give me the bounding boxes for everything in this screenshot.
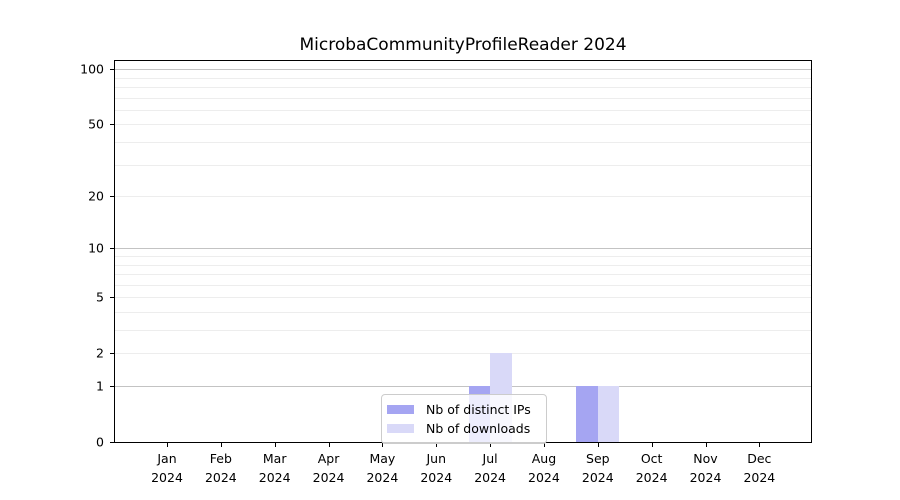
x-tick-year: 2024 — [581, 469, 614, 485]
x-tick-label: Sep 2024 — [582, 450, 614, 488]
gridline-minor — [115, 353, 811, 355]
bar-distinct-ips — [576, 386, 598, 442]
gridline-minor — [115, 109, 811, 111]
gridline-minor — [115, 164, 811, 166]
x-tick-month: Nov — [693, 451, 718, 466]
x-tick-mark — [651, 443, 653, 447]
x-tick-label: May 2024 — [366, 450, 398, 488]
x-tick-month: Aug — [531, 451, 557, 466]
gridline-major — [115, 69, 811, 71]
gridline-major — [115, 248, 811, 250]
y-tick-label: 20 — [88, 188, 104, 204]
x-tick-label: Jul 2024 — [474, 450, 506, 488]
x-tick-mark — [436, 443, 438, 447]
gridline-minor — [115, 97, 811, 99]
chart-title: MicrobaCommunityProfileReader 2024 — [299, 35, 627, 55]
x-tick-year: 2024 — [312, 469, 345, 485]
gridline-minor — [115, 124, 811, 126]
x-tick-month: Sep — [586, 451, 610, 466]
plot-area: Nb of distinct IPs Nb of downloads — [114, 60, 812, 444]
legend: Nb of distinct IPs Nb of downloads — [381, 394, 547, 444]
x-tick-year: 2024 — [151, 469, 183, 485]
x-tick-mark — [382, 443, 384, 447]
x-tick-year: 2024 — [204, 469, 237, 485]
y-tick-label: 1 — [96, 378, 104, 394]
y-tick-label: 5 — [96, 289, 104, 305]
gridline-minor — [115, 330, 811, 332]
legend-item: Nb of distinct IPs — [387, 401, 540, 418]
x-tick-mark — [759, 443, 761, 447]
gridline-major — [115, 386, 811, 387]
x-tick-mark — [705, 443, 707, 447]
x-tick-year: 2024 — [528, 469, 560, 485]
gridline-minor — [115, 142, 811, 144]
legend-swatch — [387, 424, 414, 433]
gridline-minor — [115, 264, 811, 266]
y-tick-mark — [110, 196, 114, 198]
x-tick-mark — [220, 443, 222, 447]
x-tick-year: 2024 — [258, 469, 291, 485]
gridline-minor — [115, 297, 811, 299]
gridline-minor — [115, 274, 811, 276]
gridline-minor — [115, 284, 811, 286]
y-tick-mark — [110, 442, 114, 443]
gridline-minor — [115, 77, 811, 79]
legend-label: Nb of downloads — [426, 421, 531, 436]
gridline-minor — [115, 256, 811, 257]
x-tick-month: Dec — [747, 451, 772, 466]
x-tick-label: Oct 2024 — [636, 450, 668, 488]
x-tick-month: Feb — [209, 451, 232, 466]
y-tick-mark — [110, 297, 114, 299]
x-tick-label: Dec 2024 — [743, 450, 775, 488]
y-tick-label: 0 — [96, 434, 104, 450]
y-tick-label: 100 — [80, 61, 104, 77]
gridline-minor — [115, 196, 811, 198]
x-tick-label: Aug 2024 — [528, 450, 560, 488]
x-tick-label: Mar 2024 — [259, 450, 291, 488]
legend-swatch — [387, 405, 414, 414]
x-tick-month: Jul — [482, 451, 498, 466]
y-tick-mark — [110, 248, 114, 250]
x-tick-label: Nov 2024 — [690, 450, 722, 488]
x-tick-mark — [490, 443, 492, 447]
x-tick-year: 2024 — [366, 469, 399, 485]
x-tick-month: Oct — [640, 451, 663, 466]
x-tick-mark — [597, 443, 599, 447]
x-tick-year: 2024 — [420, 469, 453, 485]
x-tick-mark — [543, 443, 545, 447]
y-tick-mark — [110, 69, 114, 71]
gridline-minor — [115, 311, 811, 313]
y-tick-label: 10 — [88, 240, 104, 256]
bar-downloads — [597, 386, 620, 442]
x-tick-label: Apr 2024 — [313, 450, 345, 488]
x-tick-year: 2024 — [743, 469, 776, 485]
legend-item: Nb of downloads — [387, 420, 540, 437]
x-tick-mark — [167, 443, 168, 447]
x-tick-month: Mar — [262, 451, 287, 466]
x-tick-label: Feb 2024 — [205, 450, 237, 488]
y-tick-label: 50 — [88, 116, 104, 132]
x-tick-month: May — [369, 451, 396, 466]
y-tick-mark — [110, 353, 114, 355]
y-tick-label: 2 — [96, 345, 104, 361]
x-tick-year: 2024 — [635, 469, 668, 485]
x-tick-year: 2024 — [689, 469, 722, 485]
x-tick-mark — [274, 443, 276, 447]
x-tick-label: Jan 2024 — [151, 450, 183, 488]
x-tick-month: Apr — [317, 451, 340, 466]
legend-label: Nb of distinct IPs — [426, 402, 531, 417]
y-tick-mark — [110, 124, 114, 126]
y-tick-mark — [110, 386, 114, 387]
x-tick-label: Jun 2024 — [420, 450, 452, 488]
x-tick-mark — [328, 443, 330, 447]
x-tick-month: Jan — [157, 451, 177, 466]
x-tick-year: 2024 — [474, 469, 506, 485]
gridline-minor — [115, 87, 811, 89]
x-tick-month: Jun — [426, 451, 447, 466]
